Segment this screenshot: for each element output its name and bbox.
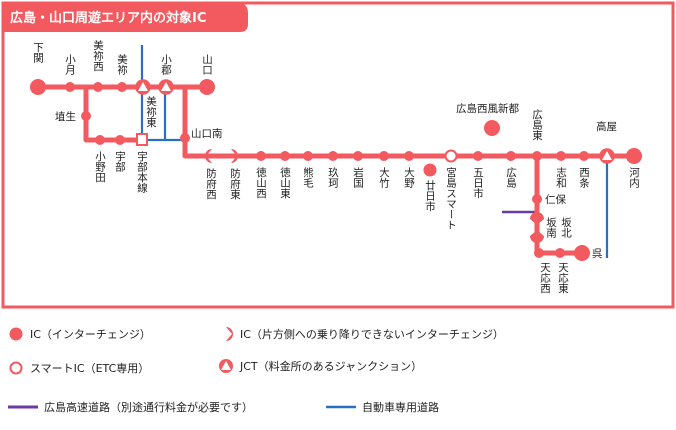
ic-marker-iwakuni[interactable] bbox=[353, 151, 363, 161]
ic-marker-kure[interactable] bbox=[574, 245, 590, 261]
label-hofu-nishi: 防府西 bbox=[205, 167, 217, 199]
ic-marker-yamaguchi-minami[interactable] bbox=[180, 133, 190, 143]
title-tab bbox=[3, 3, 248, 32]
legend-half-ic-label: IC（片方側への乗り降りできないインターチェンジ） bbox=[240, 327, 504, 341]
label-kochi: 河内 bbox=[628, 167, 640, 189]
half-ic-marker-hofu-nishi[interactable] bbox=[205, 149, 212, 163]
page-title: 広島・山口周遊エリア内の対象IC bbox=[10, 10, 206, 26]
label-hanyu: 埴生 bbox=[55, 110, 76, 123]
label-ube-honsen: 宇部本線 bbox=[136, 150, 148, 193]
ic-marker-onoda[interactable] bbox=[95, 135, 105, 145]
ic-marker-hiroshima-higashi[interactable] bbox=[532, 151, 542, 161]
label-hatsukaichi: 廿日市 bbox=[424, 180, 436, 212]
label-hiroshima-higashi: 広島東 bbox=[531, 108, 543, 141]
ic-marker-ono[interactable] bbox=[404, 151, 414, 161]
label-miyajima-smart: 宮島スマート bbox=[445, 166, 457, 230]
ic-marker-yamaguchi[interactable] bbox=[199, 79, 215, 95]
ic-marker-saijo[interactable] bbox=[579, 151, 589, 161]
ic-marker-ogori[interactable] bbox=[65, 82, 75, 92]
label-saijo: 西条 bbox=[578, 167, 590, 188]
label-shiwa: 志和 bbox=[555, 166, 567, 189]
ic-marker-ube[interactable] bbox=[115, 135, 125, 145]
legend-smart-ic-icon bbox=[9, 361, 23, 375]
ic-marker-hiroshima[interactable] bbox=[506, 151, 516, 161]
ic-marker-hanyu[interactable] bbox=[81, 111, 91, 121]
label-otake: 大竹 bbox=[378, 166, 390, 189]
ic-marker-hiroshima-seifu[interactable] bbox=[484, 120, 500, 136]
label-iwakuni: 岩国 bbox=[352, 166, 364, 189]
ic-marker-kuga[interactable] bbox=[328, 151, 338, 161]
label-niho: 仁保 bbox=[545, 193, 566, 206]
label-mine-higashi: 美祢東 bbox=[145, 95, 157, 128]
label-onoda: 小野田 bbox=[94, 151, 106, 183]
ic-marker-niho[interactable] bbox=[532, 194, 542, 204]
label-tokuyama-nishi: 徳山西 bbox=[255, 166, 267, 198]
label-hofu-higashi: 防府東 bbox=[229, 167, 241, 200]
ic-marker-tokuyama-higashi[interactable] bbox=[280, 151, 290, 161]
road-lines bbox=[140, 45, 609, 258]
ic-marker-tenoh-nishi[interactable] bbox=[534, 248, 544, 258]
legend-ic-icon bbox=[9, 327, 23, 341]
label-yamaguchi: 山口 bbox=[201, 54, 213, 75]
legend: IC（インターチェンジ） IC（片方側への乗り降りできないインターチェンジ） ス… bbox=[8, 327, 504, 414]
label-saka-minami: 坂南 bbox=[545, 217, 557, 238]
half-ic-marker-hofu-higashi[interactable] bbox=[231, 149, 238, 163]
label-itsukaichi: 五日市 bbox=[472, 167, 484, 199]
label-kure: 呉 bbox=[592, 248, 603, 260]
ic-marker-hatsukaichi[interactable] bbox=[423, 163, 437, 177]
half-ic-marker-saka-minami[interactable] bbox=[530, 230, 544, 243]
station-labels: 下関 小月 美祢西 美祢 小郡 山口 美祢東 埴生 小野田 宇部 宇部本線 山口… bbox=[32, 39, 640, 294]
half-ic-marker-saka-kita[interactable] bbox=[530, 212, 544, 225]
jct-markers bbox=[135, 79, 615, 164]
label-tokuyama-higashi: 徳山東 bbox=[279, 166, 291, 199]
smart-ic-marker-miyajima[interactable] bbox=[444, 149, 458, 163]
label-yamaguchi-minami: 山口南 bbox=[191, 127, 223, 140]
map-frame bbox=[1, 1, 675, 309]
legend-expressway-label: 広島高速道路（別途通行料金が必要です） bbox=[44, 400, 253, 414]
ic-markers bbox=[30, 79, 642, 261]
label-hiroshima-seifu: 広島西風新都 bbox=[456, 102, 519, 115]
label-shimonoseki: 下関 bbox=[32, 42, 44, 64]
ic-marker-tenoh-higashi[interactable] bbox=[555, 248, 565, 258]
label-kuga: 玖珂 bbox=[327, 166, 339, 189]
ic-marker-mine[interactable] bbox=[117, 82, 127, 92]
ic-marker-otake[interactable] bbox=[379, 151, 389, 161]
legend-half-ic-icon bbox=[226, 327, 233, 341]
legend-road-label: 自動車専用道路 bbox=[362, 400, 439, 414]
ic-marker-kumage[interactable] bbox=[303, 151, 313, 161]
ube-honsen-marker[interactable] bbox=[136, 133, 148, 146]
ic-marker-tokuyama-nishi[interactable] bbox=[256, 151, 266, 161]
ic-marker-kochi[interactable] bbox=[626, 148, 642, 164]
ic-marker-itsukaichi[interactable] bbox=[473, 151, 483, 161]
label-ogori: 小月 bbox=[64, 54, 76, 76]
ic-marker-shimonoseki[interactable] bbox=[30, 79, 46, 95]
label-tenoh-higashi: 天応東 bbox=[557, 262, 569, 294]
label-saka-kita: 坂北 bbox=[560, 217, 572, 238]
label-takaya: 高屋 bbox=[596, 120, 617, 133]
label-ono: 大野 bbox=[403, 166, 415, 188]
ic-marker-mine-nishi[interactable] bbox=[93, 82, 103, 92]
label-tenoh-nishi: 天応西 bbox=[539, 262, 551, 294]
label-hiroshima: 広島 bbox=[505, 166, 517, 189]
label-ube: 宇部 bbox=[114, 150, 126, 173]
legend-smart-ic-label: スマートIC（ETC専用） bbox=[30, 362, 149, 375]
label-mine-nishi: 美祢西 bbox=[92, 39, 104, 71]
label-kumage: 熊毛 bbox=[302, 166, 314, 188]
ic-marker-shiwa[interactable] bbox=[556, 151, 566, 161]
label-ogori-jct: 小郡 bbox=[160, 54, 172, 76]
legend-jct-label: JCT（料金所のあるジャンクション） bbox=[239, 359, 422, 373]
legend-ic-label: IC（インターチェンジ） bbox=[30, 328, 151, 341]
label-mine: 美祢 bbox=[116, 53, 128, 76]
half-ic-markers bbox=[205, 149, 544, 243]
